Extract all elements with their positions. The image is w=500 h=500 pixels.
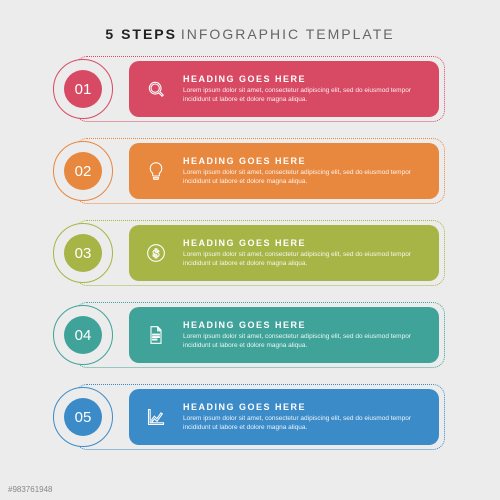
step-text: HEADING GOES HERE Lorem ipsum dolor sit a…	[183, 156, 439, 187]
step-heading: HEADING GOES HERE	[183, 320, 425, 330]
step-04: HEADING GOES HERE Lorem ipsum dolor sit a…	[55, 302, 445, 368]
step-number: 03	[64, 234, 102, 272]
step-bar: HEADING GOES HERE Lorem ipsum dolor sit a…	[129, 225, 439, 281]
step-bar: HEADING GOES HERE Lorem ipsum dolor sit a…	[129, 61, 439, 117]
step-number-circle: 05	[53, 387, 113, 447]
step-text: HEADING GOES HERE Lorem ipsum dolor sit a…	[183, 320, 439, 351]
search-icon	[129, 79, 183, 99]
step-number-circle: 04	[53, 305, 113, 365]
steps-container: HEADING GOES HERE Lorem ipsum dolor sit a…	[0, 56, 500, 450]
step-body: Lorem ipsum dolor sit amet, consectetur …	[183, 87, 425, 105]
step-03: HEADING GOES HERE Lorem ipsum dolor sit a…	[55, 220, 445, 286]
step-heading: HEADING GOES HERE	[183, 74, 425, 84]
step-number-circle: 02	[53, 141, 113, 201]
step-text: HEADING GOES HERE Lorem ipsum dolor sit a…	[183, 238, 439, 269]
step-number: 01	[64, 70, 102, 108]
bulb-icon	[129, 161, 183, 181]
step-text: HEADING GOES HERE Lorem ipsum dolor sit a…	[183, 402, 439, 433]
watermark: #983761948	[8, 485, 53, 494]
step-01: HEADING GOES HERE Lorem ipsum dolor sit a…	[55, 56, 445, 122]
step-body: Lorem ipsum dolor sit amet, consectetur …	[183, 251, 425, 269]
page-title: 5 STEPS INFOGRAPHIC TEMPLATE	[0, 0, 500, 56]
step-number: 02	[64, 152, 102, 190]
step-bar: HEADING GOES HERE Lorem ipsum dolor sit a…	[129, 307, 439, 363]
step-number: 04	[64, 316, 102, 354]
step-bar: HEADING GOES HERE Lorem ipsum dolor sit a…	[129, 143, 439, 199]
step-number-circle: 03	[53, 223, 113, 283]
step-02: HEADING GOES HERE Lorem ipsum dolor sit a…	[55, 138, 445, 204]
document-icon	[129, 325, 183, 345]
chart-icon	[129, 407, 183, 427]
step-05: HEADING GOES HERE Lorem ipsum dolor sit a…	[55, 384, 445, 450]
title-bold: 5 STEPS	[105, 26, 177, 42]
step-number-circle: 01	[53, 59, 113, 119]
step-number: 05	[64, 398, 102, 436]
step-heading: HEADING GOES HERE	[183, 238, 425, 248]
title-thin: INFOGRAPHIC TEMPLATE	[181, 26, 395, 42]
step-bar: HEADING GOES HERE Lorem ipsum dolor sit a…	[129, 389, 439, 445]
dollar-icon	[129, 243, 183, 263]
step-text: HEADING GOES HERE Lorem ipsum dolor sit a…	[183, 74, 439, 105]
step-heading: HEADING GOES HERE	[183, 156, 425, 166]
step-heading: HEADING GOES HERE	[183, 402, 425, 412]
step-body: Lorem ipsum dolor sit amet, consectetur …	[183, 333, 425, 351]
step-body: Lorem ipsum dolor sit amet, consectetur …	[183, 415, 425, 433]
step-body: Lorem ipsum dolor sit amet, consectetur …	[183, 169, 425, 187]
